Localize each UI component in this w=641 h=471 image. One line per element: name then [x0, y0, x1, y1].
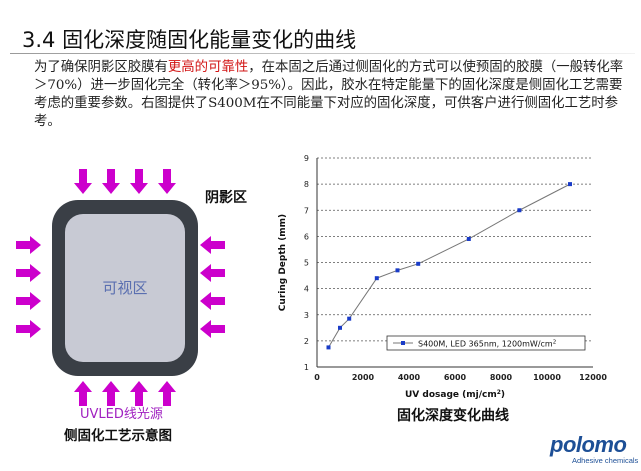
- y-tick-label: 2: [304, 337, 309, 346]
- arrow-right-icon: [16, 292, 41, 310]
- shadow-area-label: 阴影区: [205, 190, 247, 206]
- data-point: [416, 261, 421, 266]
- curing-depth-chart: 1 2 3 4 5 6 7 8 9 0 2000 4000 6000 8000 10000 12000 Cu…: [278, 154, 607, 401]
- y-tick-label: 6: [304, 232, 309, 241]
- brand-logo: polomo Adhesive chemicals: [536, 432, 639, 468]
- y-tick-label: 8: [304, 180, 309, 189]
- arrow-down-icon: [74, 169, 92, 194]
- y-tick-label: 3: [304, 311, 309, 320]
- arrow-right-icon: [16, 264, 41, 282]
- y-axis-label: Curing Depth (mm): [278, 214, 288, 311]
- legend-label: S400M, LED 365nm, 1200mW/cm2: [418, 340, 556, 349]
- y-tick-labels: 1 2 3 4 5 6 7 8 9: [304, 154, 309, 372]
- x-tick-label: 12000: [579, 373, 607, 382]
- title-divider: [10, 53, 635, 54]
- arrow-up-icon: [130, 381, 148, 406]
- legend-swatch-marker: [401, 341, 405, 345]
- series-line: [328, 183, 571, 348]
- arrow-up-icon: [102, 381, 120, 406]
- arrow-left-icon: [200, 292, 225, 310]
- y-tick-label: 9: [304, 154, 309, 163]
- x-tick-label: 4000: [398, 373, 421, 382]
- data-point: [517, 208, 522, 213]
- description-paragraph: 为了确保阴影区胶膜有更高的可靠性，在本固之后通过侧固化的方式可以使预固的胶膜（一…: [34, 59, 632, 131]
- logo-wordmark: polomo: [550, 432, 627, 457]
- paragraph-text-2: ，在本固之后通过侧固化的方式可以使预固的胶膜（一般转化率＞70%）进一步固化完全…: [34, 60, 624, 129]
- uv-source-label: UVLED线光源: [80, 407, 163, 422]
- arrow-right-icon: [16, 320, 41, 338]
- arrows-top: [74, 169, 176, 194]
- paragraph-text-1: 为了确保阴影区胶膜有: [34, 60, 168, 75]
- x-tick-label: 8000: [490, 373, 513, 382]
- y-tick-label: 1: [304, 363, 309, 372]
- chart-grid: [317, 157, 593, 342]
- data-point: [326, 345, 331, 350]
- arrow-left-icon: [200, 320, 225, 338]
- viewing-window: [65, 214, 185, 362]
- arrow-down-icon: [130, 169, 148, 194]
- arrow-left-icon: [200, 264, 225, 282]
- paragraph-highlight: 更高的可靠性: [167, 60, 249, 75]
- data-point: [466, 236, 471, 241]
- slide-title: 3.4 固化深度随固化能量变化的曲线: [22, 28, 357, 52]
- series-layer: [326, 182, 572, 350]
- y-tick-label: 7: [304, 206, 309, 215]
- arrow-up-icon: [158, 381, 176, 406]
- y-tick-label: 4: [304, 285, 309, 294]
- arrow-down-icon: [158, 169, 176, 194]
- viewing-area-label: 可视区: [102, 279, 147, 297]
- arrow-left-icon: [200, 236, 225, 254]
- slide-header: 3.4 固化深度随固化能量变化的曲线: [0, 0, 641, 56]
- data-point: [374, 276, 379, 281]
- x-axis-label: UV dosage (mj/cm2): [405, 389, 505, 401]
- y-tick-label: 5: [304, 259, 309, 268]
- arrow-right-icon: [16, 236, 41, 254]
- x-tick-label: 2000: [352, 373, 375, 382]
- chart-legend: S400M, LED 365nm, 1200mW/cm2: [386, 335, 586, 351]
- arrows-bottom: [74, 381, 176, 406]
- chart-caption: 固化深度变化曲线: [397, 408, 509, 424]
- chart-axes: [316, 158, 593, 368]
- arrow-down-icon: [102, 169, 120, 194]
- legend-box: [386, 335, 586, 351]
- data-point: [347, 316, 352, 321]
- data-point: [338, 325, 342, 330]
- data-point: [568, 182, 572, 187]
- x-tick-label: 0: [314, 373, 320, 382]
- x-tick-label: 10000: [533, 373, 561, 382]
- x-tick-labels: 0 2000 4000 6000 8000 10000 12000: [314, 373, 607, 382]
- x-tick-label: 6000: [444, 373, 467, 382]
- logo-tagline: Adhesive chemicals: [572, 456, 639, 465]
- data-point: [395, 268, 400, 273]
- arrows-right: [200, 236, 225, 338]
- side-curing-diagram: 可视区 阴影区 UVLED线光源 侧固化工艺示意图: [16, 169, 247, 444]
- arrow-up-icon: [74, 381, 92, 406]
- arrows-left: [16, 236, 41, 338]
- diagram-caption: 侧固化工艺示意图: [64, 427, 172, 444]
